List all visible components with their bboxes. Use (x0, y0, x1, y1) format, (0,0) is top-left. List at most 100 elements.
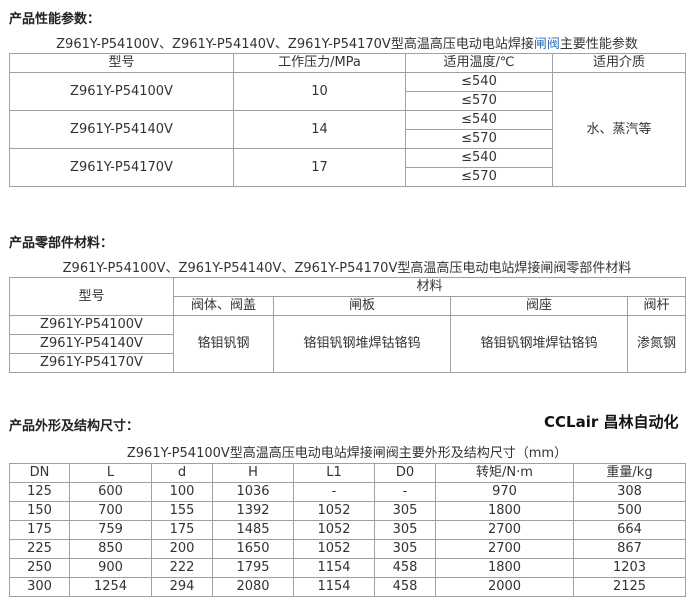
table-header-row: 阀体、阀盖 闸板 阀座 阀杆 (10, 296, 687, 316)
data-cell: 1392 (212, 501, 294, 521)
header-cell: 适用介质 (552, 53, 686, 73)
header-cell: DN (9, 463, 70, 483)
data-cell: 175 (151, 520, 213, 540)
data-cell: 1154 (293, 577, 375, 597)
data-cell: 300 (9, 577, 70, 597)
header-cell: 转矩/N·m (435, 463, 574, 483)
model-cell: Z961Y-P54140V (9, 334, 174, 354)
data-cell: 759 (69, 520, 152, 540)
data-cell: 150 (9, 501, 70, 521)
materials-table: 型号 材料 阀体、阀盖 闸板 阀座 阀杆 Z961Y-P54100V 铬钼钒钢 铬… (9, 277, 687, 373)
table-row: ≤570 (10, 167, 686, 187)
table-row: 150 700 155 1392 1052 305 1800 500 (9, 501, 686, 521)
data-cell: - (374, 482, 436, 502)
header-cell: 闸板 (273, 296, 451, 316)
data-cell: 305 (374, 520, 436, 540)
model-cell: Z961Y-P54170V (9, 353, 174, 373)
performance-section-title: 产品性能参数： (9, 12, 101, 27)
material-cell: 渗氮钢 (626, 315, 687, 373)
caption-text: Z961Y-P54100V、Z961Y-P54140V、Z961Y-P54170… (56, 37, 534, 52)
data-cell: - (293, 482, 375, 502)
table-row: 225 850 200 1650 1052 305 2700 867 (9, 539, 686, 559)
data-cell: 700 (69, 501, 152, 521)
table-row: Z961Y-P54140V (9, 334, 686, 354)
data-cell: 125 (9, 482, 70, 502)
data-cell: 250 (9, 558, 70, 578)
header-cell: 型号 (9, 53, 234, 73)
data-cell: 2700 (435, 539, 574, 559)
table-row: 250 900 222 1795 1154 458 1800 1203 (9, 558, 686, 578)
data-cell: 500 (573, 501, 686, 521)
header-cell: 材料 (172, 277, 687, 297)
data-cell: 970 (435, 482, 574, 502)
table-row: 300 1254 294 2080 1154 458 2000 2125 (9, 577, 686, 597)
data-cell: 1052 (293, 539, 375, 559)
material-cell: 铬钼钒钢堆焊钴铬钨 (273, 315, 451, 373)
table-header-row: 型号 材料 (9, 277, 687, 316)
header-cell: L1 (293, 463, 375, 483)
header-cell: 阀杆 (626, 296, 687, 316)
material-cell: 铬钼钒钢堆焊钴铬钨 (450, 315, 628, 373)
model-cell: Z961Y-P54100V (9, 72, 234, 111)
data-cell: 1154 (293, 558, 375, 578)
temp-cell: ≤540 (405, 148, 553, 168)
performance-caption: Z961Y-P54100V、Z961Y-P54140V、Z961Y-P54170… (9, 33, 685, 52)
data-cell: 1650 (212, 539, 294, 559)
data-cell: 305 (374, 501, 436, 521)
header-cell: d (151, 463, 213, 483)
model-cell: Z961Y-P54170V (9, 148, 234, 187)
data-cell: 294 (151, 577, 213, 597)
pressure-cell: 17 (233, 148, 406, 187)
data-cell: 308 (573, 482, 686, 502)
header-cell: 型号 (9, 277, 174, 316)
header-cell: D0 (374, 463, 436, 483)
data-cell: 1795 (212, 558, 294, 578)
table-row: 175 759 175 1485 1052 305 2700 664 (9, 520, 686, 540)
data-cell: 458 (374, 558, 436, 578)
data-cell: 850 (69, 539, 152, 559)
data-cell: 225 (9, 539, 70, 559)
data-cell: 458 (374, 577, 436, 597)
data-cell: 305 (374, 539, 436, 559)
data-cell: 1052 (293, 520, 375, 540)
performance-table: 型号 工作压力/MPa 适用温度/℃ 适用介质 Z961Y-P54100V 10 ≤… (9, 53, 686, 187)
data-cell: 1254 (69, 577, 152, 597)
table-row: ≤570 (10, 129, 686, 149)
data-cell: 100 (151, 482, 213, 502)
data-cell: 155 (151, 501, 213, 521)
header-cell: 阀座 (450, 296, 628, 316)
data-cell: 1052 (293, 501, 375, 521)
data-cell: 867 (573, 539, 686, 559)
header-cell: H (212, 463, 294, 483)
medium-cell: 水、蒸汽等 (552, 72, 686, 187)
data-cell: 1203 (573, 558, 686, 578)
header-cell: 工作压力/MPa (233, 53, 406, 73)
header-cell: 重量/kg (573, 463, 686, 483)
header-cell: 适用温度/℃ (405, 53, 553, 73)
temp-cell: ≤540 (405, 72, 553, 92)
data-cell: 1485 (212, 520, 294, 540)
model-cell: Z961Y-P54140V (9, 110, 234, 149)
gate-valve-link[interactable]: 闸阀 (533, 37, 560, 52)
pressure-cell: 10 (233, 72, 406, 111)
table-row: 125 600 100 1036- -970 308 (9, 482, 686, 502)
data-cell: 200 (151, 539, 213, 559)
materials-section-title: 产品零部件材料： (9, 236, 114, 251)
header-cell: 阀体、阀盖 (173, 296, 274, 316)
data-cell: 2080 (212, 577, 294, 597)
pressure-cell: 14 (233, 110, 406, 149)
data-cell: 2700 (435, 520, 574, 540)
materials-caption: Z961Y-P54100V、Z961Y-P54140V、Z961Y-P54170… (62, 261, 632, 276)
temp-cell: ≤570 (405, 129, 553, 149)
data-cell: 600 (69, 482, 152, 502)
table-row: Z961Y-P54100V 10 ≤540 水、蒸汽等 (9, 72, 686, 187)
table-row: Z961Y-P54100V 铬钼钒钢 铬钼钒钢堆焊钴铬钨 铬钼钒钢堆焊钴铬钨 渗… (9, 315, 687, 373)
temp-cell: ≤570 (405, 91, 553, 111)
header-cell: L (69, 463, 152, 483)
dimensions-caption: Z961Y-P54100V型高温高压电动电站焊接闸阀主要外形及结构尺寸（mm） (126, 446, 568, 461)
data-cell: 900 (69, 558, 152, 578)
material-cell: 铬钼钒钢 (173, 315, 274, 373)
watermark: CCLair 昌林自动化 (540, 410, 683, 433)
